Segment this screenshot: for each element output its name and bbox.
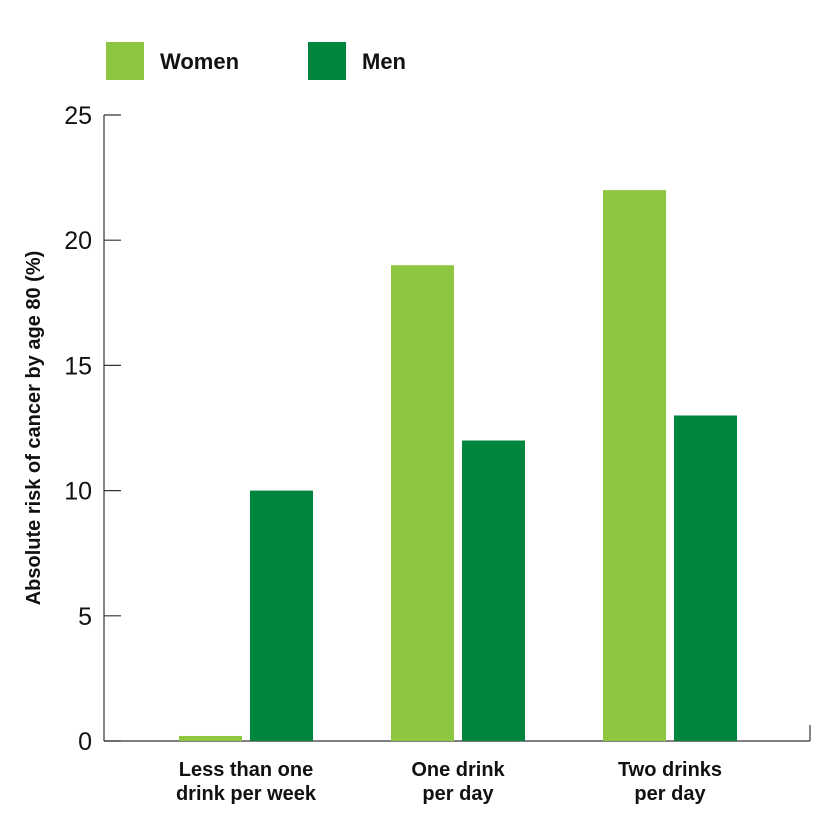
bar-women [391, 265, 454, 741]
x-tick-label-line: per day [422, 783, 494, 805]
legend-label-men: Men [362, 49, 406, 74]
y-tick-label: 0 [78, 728, 92, 756]
bar-men [674, 415, 737, 741]
x-tick-label: Less than one drink per week [176, 759, 317, 805]
bar-women [179, 735, 242, 741]
x-tick-label-line: Less than one [179, 759, 313, 781]
legend-swatch-men [308, 42, 346, 80]
x-tick-label-line: One drink [411, 759, 505, 781]
legend-label-women: Women [160, 49, 239, 74]
bar-men [250, 490, 313, 741]
labels: 0 5 10 15 20 25 Absolute risk of cancer by age… [23, 102, 722, 805]
y-tick-label: 5 [78, 603, 92, 631]
bar-men [462, 440, 525, 741]
bars [179, 190, 737, 741]
y-tick-label: 10 [64, 478, 92, 506]
x-tick-label-line: Two drinks [618, 759, 722, 781]
legend-swatch-women [106, 42, 144, 80]
x-tick-label-line: per day [634, 783, 706, 805]
x-tick-label: Two drinks per day [618, 759, 722, 805]
y-tick-label: 20 [64, 227, 92, 255]
y-tick-label: 15 [64, 352, 92, 380]
y-axis-label: Absolute risk of cancer by age 80 (%) [23, 251, 45, 606]
legend: Women Men [106, 42, 406, 80]
y-tick-label: 25 [64, 102, 92, 130]
x-tick-label-line: drink per week [176, 783, 317, 805]
bar-women [603, 190, 666, 741]
x-tick-label: One drink per day [411, 759, 505, 805]
